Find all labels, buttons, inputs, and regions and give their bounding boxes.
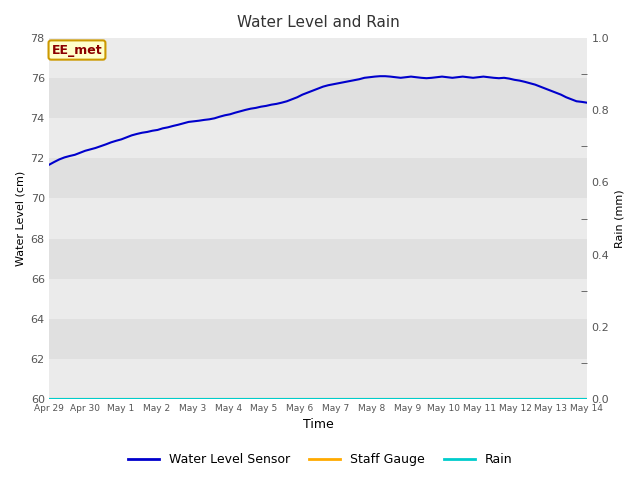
Bar xyxy=(49,78,587,118)
Bar xyxy=(49,279,587,319)
X-axis label: Time: Time xyxy=(303,419,333,432)
Legend: Water Level Sensor, Staff Gauge, Rain: Water Level Sensor, Staff Gauge, Rain xyxy=(123,448,517,471)
Bar xyxy=(49,158,587,199)
Bar xyxy=(49,359,587,399)
Bar xyxy=(49,199,587,239)
Y-axis label: Rain (mm): Rain (mm) xyxy=(615,189,625,248)
Title: Water Level and Rain: Water Level and Rain xyxy=(237,15,399,30)
Bar xyxy=(49,319,587,359)
Bar xyxy=(49,239,587,279)
Y-axis label: Water Level (cm): Water Level (cm) xyxy=(15,171,25,266)
Bar xyxy=(49,118,587,158)
Text: EE_met: EE_met xyxy=(52,44,102,57)
Bar xyxy=(49,38,587,78)
